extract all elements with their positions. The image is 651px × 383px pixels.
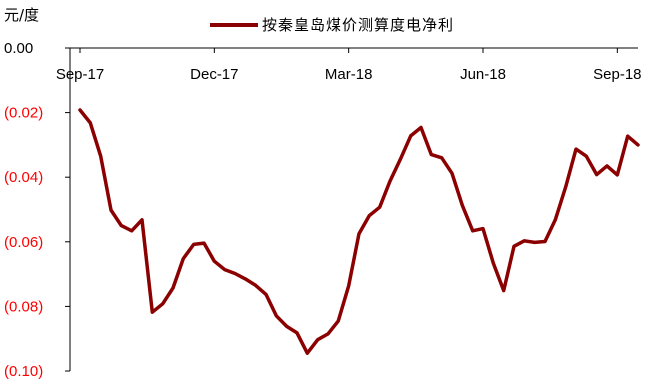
unit-label: 元/度	[4, 6, 39, 24]
y-tick-label: (0.02)	[4, 105, 43, 122]
x-tick-label: Sep-18	[593, 66, 641, 83]
y-tick-label: 0.00	[4, 40, 33, 57]
x-tick-label: Mar-18	[325, 66, 373, 83]
y-tick-label: (0.06)	[4, 234, 43, 251]
x-tick-labels: Sep-17 Dec-17 Mar-18 Jun-18 Sep-18	[56, 66, 642, 83]
legend-label: 按秦皇岛煤价测算度电净利	[262, 16, 454, 34]
series-line	[78, 108, 640, 355]
x-tick-label: Dec-17	[190, 66, 238, 83]
axes	[65, 47, 638, 372]
y-tick-label: (0.04)	[4, 169, 43, 186]
x-tick-label: Jun-18	[460, 66, 506, 83]
legend: 按秦皇岛煤价测算度电净利	[210, 16, 454, 34]
y-tick-label: (0.08)	[4, 298, 43, 315]
y-tick-label: (0.10)	[4, 363, 43, 380]
y-tick-labels: 0.00 (0.02) (0.04) (0.06) (0.08) (0.10)	[4, 40, 43, 380]
series-lines	[78, 108, 640, 355]
x-tick-label: Sep-17	[56, 66, 104, 83]
